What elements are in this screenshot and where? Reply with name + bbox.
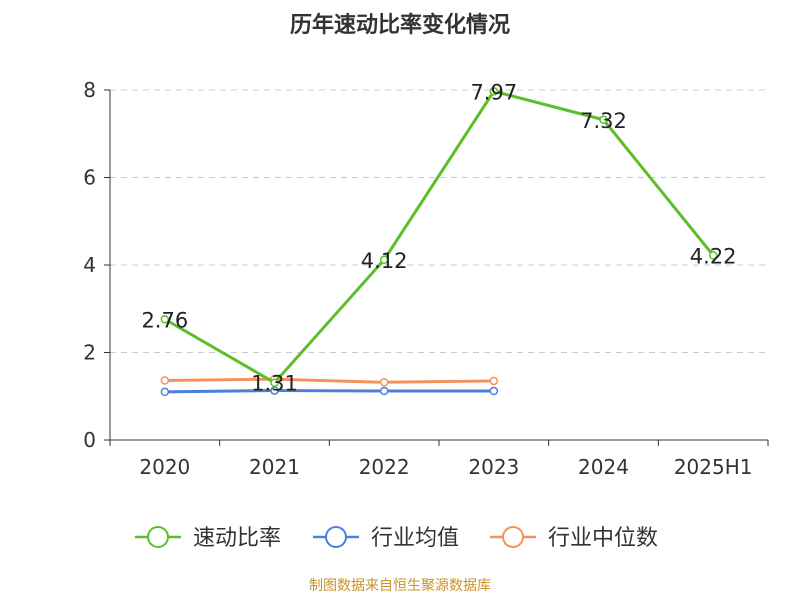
data-point [379, 255, 389, 264]
y-tick-label: 0 [83, 428, 96, 452]
data-point [270, 386, 279, 395]
data-label: 7.32 [580, 109, 627, 133]
data-point [160, 387, 170, 397]
series-lines [160, 87, 718, 397]
legend-item-1[interactable]: 行业均值 [313, 526, 459, 551]
legend-label: 行业均值 [371, 526, 459, 551]
data-label: 4.22 [690, 244, 737, 268]
data-label: 4.12 [361, 249, 408, 273]
data-label: 1.31 [251, 372, 298, 396]
x-tick-label: 2021 [249, 455, 300, 479]
legend-item-2[interactable]: 行业中位数 [490, 526, 658, 551]
x-tick-label: 2020 [139, 455, 190, 479]
data-point [489, 87, 499, 96]
data-point [489, 386, 499, 396]
source-note: 制图数据来自恒生聚源数据库 [309, 578, 491, 594]
legend-marker-icon [325, 526, 347, 548]
series-line [164, 89, 715, 385]
legend-item-0[interactable]: 速动比率 [135, 526, 281, 551]
grid-lines [110, 89, 768, 353]
data-point [599, 115, 608, 124]
y-tick-label: 4 [83, 253, 96, 277]
y-tick-label: 6 [83, 166, 96, 190]
data-point [489, 376, 499, 386]
data-point [379, 378, 389, 387]
data-label: 2.76 [141, 308, 188, 332]
series-0 [160, 87, 718, 387]
legend-label: 行业中位数 [548, 526, 658, 551]
data-point [160, 376, 170, 385]
x-tick-label: 2024 [578, 455, 629, 479]
series-1 [160, 386, 499, 397]
legend-marker-icon [147, 526, 169, 548]
y-tick-label: 2 [83, 341, 96, 365]
data-point [379, 386, 389, 396]
legend-marker-icon [502, 526, 524, 548]
series-line [164, 389, 494, 394]
y-tick-label: 8 [83, 78, 96, 102]
data-labels: 2.76 1.31 4.12 7.97 7.32 4.22 [141, 80, 736, 395]
series-2 [160, 374, 499, 387]
data-point [270, 378, 279, 387]
series-line [164, 377, 494, 384]
data-point [160, 315, 170, 324]
x-tick-label: 2023 [468, 455, 519, 479]
x-tick-label: 2022 [359, 455, 410, 479]
legend[interactable]: 速动比率 行业均值 行业中位数 [135, 526, 658, 551]
axes: 0 2 4 6 8 2020 2021 2022 2023 2024 2025H1 [83, 78, 769, 479]
data-label: 7.97 [470, 80, 517, 104]
legend-label: 速动比率 [193, 526, 281, 551]
data-point [708, 251, 718, 260]
chart-title: 历年速动比率变化情况 [290, 12, 510, 38]
x-tick-label: 2025H1 [674, 455, 753, 479]
